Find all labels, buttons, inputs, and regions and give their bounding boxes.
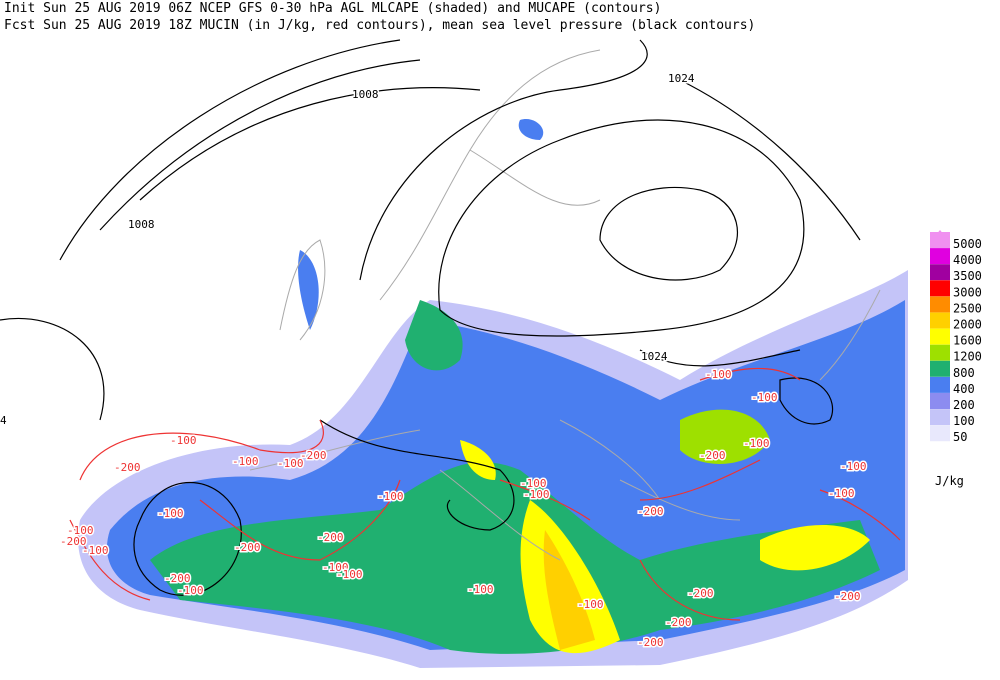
cin-label: -100	[520, 477, 547, 490]
cin-contours	[69, 367, 901, 621]
legend-swatch	[930, 393, 950, 409]
legend-swatch	[930, 312, 950, 329]
legend-label: 50	[953, 430, 967, 444]
isobar-label: 4	[0, 414, 7, 427]
cin-label: -100	[377, 490, 404, 503]
cin-label: -200	[164, 572, 191, 585]
legend-label: 1600	[953, 334, 982, 348]
legend-label: 800	[953, 366, 975, 380]
cin-label: -100	[840, 460, 867, 473]
legend-label: 2000	[953, 318, 982, 332]
cin-label: -200	[637, 636, 664, 649]
legend-swatch	[930, 344, 950, 361]
legend-swatch	[930, 232, 950, 248]
cin-label: -100	[828, 487, 855, 500]
cin-label: -100	[177, 584, 204, 597]
cin-label: -200	[834, 590, 861, 603]
legend-swatch	[930, 376, 950, 393]
cin-label: -100	[751, 391, 778, 404]
legend-label: 200	[953, 398, 975, 412]
cin-label: -200	[234, 541, 261, 554]
header-line: Init Sun 25 AUG 2019 06Z NCEP GFS 0-30 h…	[4, 1, 661, 16]
cin-label: -100	[232, 455, 259, 468]
header-line: Fcst Sun 25 AUG 2019 18Z MUCIN (in J/kg,…	[4, 18, 755, 33]
legend-label: 400	[953, 382, 975, 396]
cin-label: -100	[743, 437, 770, 450]
legend-label: 3500	[953, 269, 982, 283]
cin-label: -200	[637, 505, 664, 518]
cin-label: -200	[699, 449, 726, 462]
isobar-label: 1024	[668, 72, 695, 85]
cin-label: -200	[687, 587, 714, 600]
legend-swatch	[930, 328, 950, 345]
legend-swatch	[930, 425, 950, 442]
legend-swatch	[930, 360, 950, 377]
isobar-label: 1008	[352, 88, 379, 101]
legend-label: 5000	[953, 237, 982, 251]
legend-label: 4000	[953, 253, 982, 267]
legend-swatch	[930, 248, 950, 265]
cin-label: -200	[300, 449, 327, 462]
cin-label: -100	[467, 583, 494, 596]
cin-label: -200	[665, 616, 692, 629]
legend-label: 1200	[953, 350, 982, 364]
cin-label: -100	[523, 488, 550, 501]
cape-shading	[78, 119, 909, 668]
legend-swatch	[930, 409, 950, 426]
cin-label: -200	[60, 535, 87, 548]
isobar-label: 1024	[641, 350, 668, 363]
cin-label: -100	[577, 598, 604, 611]
cin-label: -100	[336, 568, 363, 581]
legend-swatch	[930, 296, 950, 313]
legend-label: 100	[953, 414, 975, 428]
legend-swatch	[930, 264, 950, 281]
cin-label: -200	[114, 461, 141, 474]
legend-label: 2500	[953, 301, 982, 315]
isobar-label: 1008	[128, 218, 155, 231]
cin-label: -100	[67, 524, 94, 537]
legend-unit: J/kg	[935, 474, 964, 488]
cin-label: -100	[82, 544, 109, 557]
cin-label: -100	[157, 507, 184, 520]
cin-label: -100	[322, 561, 349, 574]
legend-swatch	[930, 280, 950, 297]
coastlines	[249, 49, 881, 561]
legend-label: 3000	[953, 285, 982, 299]
cin-label: -100	[705, 368, 732, 381]
cin-label: -100	[277, 457, 304, 470]
cin-label: -200	[317, 531, 344, 544]
cin-label: -100	[170, 434, 197, 447]
